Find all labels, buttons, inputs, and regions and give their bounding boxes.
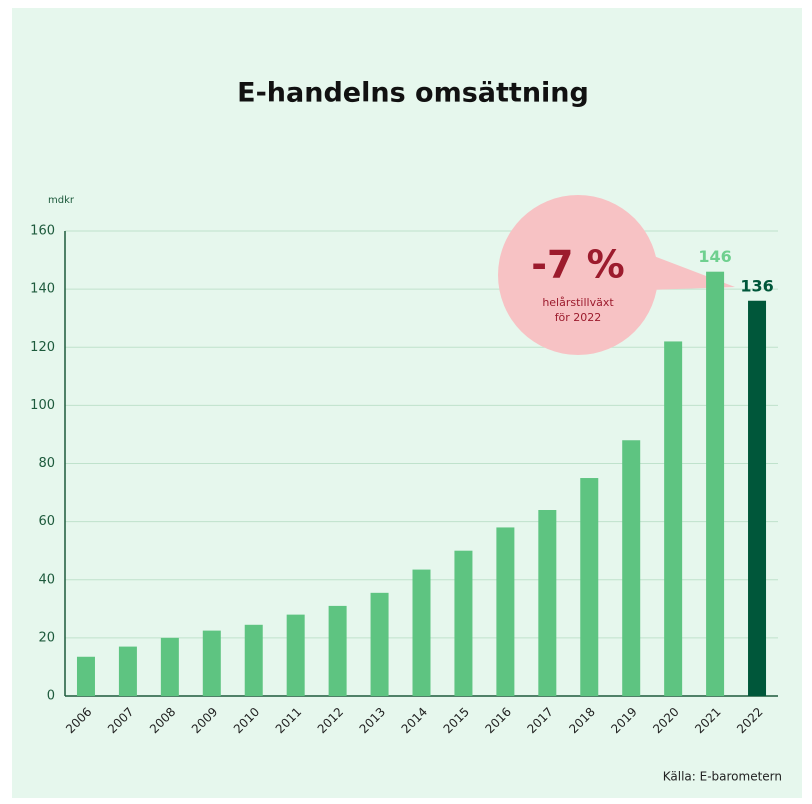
bar — [706, 271, 725, 696]
value-label: 146 — [698, 247, 731, 266]
bar — [622, 440, 641, 696]
bar — [454, 550, 473, 696]
callout-text: helårstillväxt — [542, 296, 614, 309]
bar — [748, 300, 767, 696]
bar — [370, 592, 389, 696]
y-tick-label: 0 — [47, 689, 55, 704]
bar — [76, 656, 95, 696]
y-unit: mdkr — [48, 195, 75, 206]
callout-text: för 2022 — [555, 311, 602, 324]
y-tick-label: 80 — [38, 456, 55, 471]
chart-title: E-handelns omsättning — [237, 78, 589, 109]
bar — [664, 341, 683, 696]
bar — [496, 527, 515, 696]
bar — [118, 646, 137, 696]
bar — [160, 637, 179, 696]
y-tick-label: 160 — [30, 224, 55, 239]
bar — [244, 624, 263, 696]
bar — [328, 605, 347, 696]
source: Källa: E-barometern — [663, 770, 782, 784]
bar — [538, 510, 557, 696]
y-tick-label: 40 — [38, 572, 55, 587]
y-tick-label: 20 — [38, 630, 55, 645]
value-label: 136 — [740, 276, 773, 295]
callout-circle — [498, 195, 658, 355]
y-tick-label: 60 — [38, 514, 55, 529]
callout-headline: -7 % — [531, 243, 625, 287]
bar — [202, 630, 221, 696]
bar — [580, 478, 599, 696]
y-tick-label: 120 — [30, 340, 55, 355]
y-tick-label: 140 — [30, 282, 55, 297]
bar — [286, 614, 305, 696]
y-tick-label: 100 — [30, 398, 55, 413]
bar — [412, 569, 431, 696]
